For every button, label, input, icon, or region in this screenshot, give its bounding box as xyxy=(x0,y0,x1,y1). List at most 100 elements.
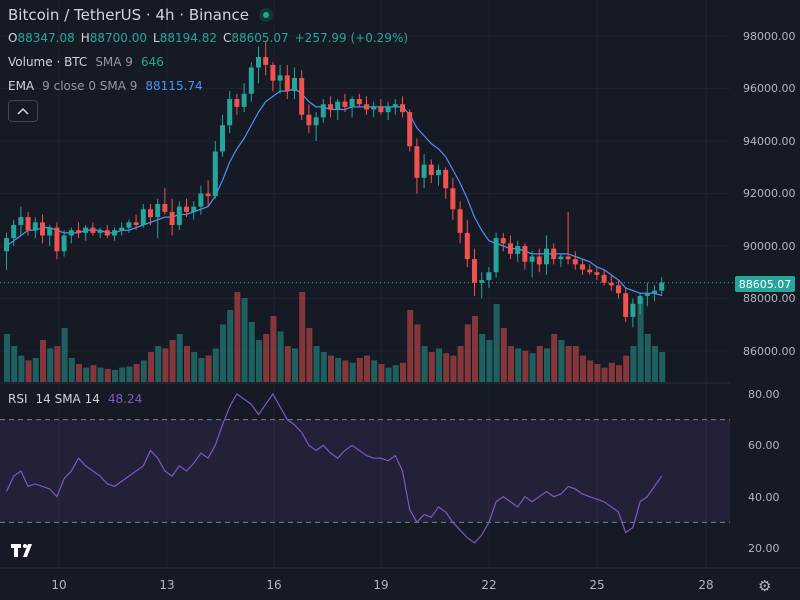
volume-bar xyxy=(443,353,450,382)
candle-body xyxy=(580,264,585,270)
candle xyxy=(400,96,405,118)
candle-body xyxy=(306,114,312,126)
rsi-legend-params: 14 SMA 14 xyxy=(35,392,100,406)
close-label: C xyxy=(222,31,232,45)
candle xyxy=(241,83,247,113)
low-label: L xyxy=(153,31,160,45)
candle xyxy=(205,180,211,207)
volume-legend[interactable]: Volume · BTC SMA 9 646 xyxy=(8,55,164,69)
price-tick: 96000.00 xyxy=(743,82,796,95)
candle xyxy=(104,225,110,239)
candle xyxy=(500,232,506,252)
volume-bar xyxy=(356,358,363,382)
candle xyxy=(457,201,463,244)
volume-bar xyxy=(385,367,392,382)
candle-body xyxy=(436,169,441,176)
time-tick: 19 xyxy=(373,578,389,592)
candle xyxy=(112,227,117,241)
candle-body xyxy=(61,235,67,252)
candle-body xyxy=(356,99,362,105)
volume-bar xyxy=(176,334,183,382)
volume-bar xyxy=(248,322,255,382)
candle-body xyxy=(104,230,110,236)
volume-bar xyxy=(32,358,39,382)
candle xyxy=(493,232,499,278)
rsi-band xyxy=(0,419,730,523)
volume-legend-value: 646 xyxy=(140,55,164,69)
volume-bar xyxy=(184,346,190,382)
symbol-header[interactable]: Bitcoin / TetherUS · 4h · Binance xyxy=(8,6,273,24)
candle xyxy=(529,251,535,278)
volume-bar xyxy=(364,355,370,382)
volume-bar xyxy=(205,355,212,382)
candle-body xyxy=(40,222,45,236)
candle xyxy=(270,62,276,92)
ema-legend[interactable]: EMA 9 close 0 SMA 9 88115.74 xyxy=(8,79,203,93)
candle xyxy=(371,101,377,118)
candle xyxy=(11,219,17,246)
collapse-legend-button[interactable] xyxy=(8,100,38,122)
symbol-title[interactable]: Bitcoin / TetherUS · 4h · Binance xyxy=(8,6,249,24)
current-price-label: 88605.07 xyxy=(735,276,795,292)
candle-body xyxy=(191,206,197,212)
volume-bar xyxy=(169,340,176,382)
candle xyxy=(608,274,614,291)
candle xyxy=(464,219,470,267)
candle xyxy=(292,67,297,99)
volume-bar xyxy=(500,328,507,382)
rsi-legend[interactable]: RSI 14 SMA 14 48.24 xyxy=(8,392,142,406)
candle xyxy=(536,248,542,273)
candle xyxy=(414,138,420,194)
candle-body xyxy=(284,75,290,92)
candle-body xyxy=(54,227,60,252)
high-value: 88700.00 xyxy=(89,31,148,45)
time-tick: 16 xyxy=(266,578,282,592)
volume-bar xyxy=(349,362,356,382)
candle xyxy=(580,259,585,275)
volume-bar xyxy=(220,324,226,382)
rsi-legend-value: 48.24 xyxy=(107,392,143,406)
candle xyxy=(320,99,326,123)
volume-bar xyxy=(4,334,10,382)
candle xyxy=(364,96,369,115)
candle xyxy=(32,217,38,239)
candle xyxy=(349,96,355,118)
volume-bar xyxy=(493,304,500,382)
candle xyxy=(18,206,24,236)
candle xyxy=(450,177,456,220)
candle-body xyxy=(11,225,17,239)
price-tick: 92000.00 xyxy=(743,187,796,200)
rsi-tick: 20.00 xyxy=(748,542,780,555)
candle-body xyxy=(594,272,600,275)
candle-body xyxy=(220,125,225,152)
candle-body xyxy=(428,164,434,176)
candle-body xyxy=(263,57,269,65)
volume-bar xyxy=(580,355,586,382)
time-tick: 25 xyxy=(589,578,605,592)
price-tick: 94000.00 xyxy=(743,135,796,148)
candle-body xyxy=(241,93,247,107)
volume-histogram xyxy=(4,292,666,382)
candle xyxy=(486,267,492,288)
candle-body xyxy=(169,211,175,225)
candle xyxy=(335,99,341,120)
high-label: H xyxy=(80,31,90,45)
volume-bar xyxy=(457,346,464,382)
volume-bar xyxy=(277,331,284,382)
gear-icon[interactable]: ⚙ xyxy=(758,577,772,595)
candle-body xyxy=(32,222,38,231)
candle-body xyxy=(270,64,276,81)
open-label: O xyxy=(8,31,18,45)
candle xyxy=(443,167,449,199)
tradingview-logo-icon[interactable] xyxy=(10,540,38,560)
candle-body xyxy=(443,169,449,189)
candle-body xyxy=(371,106,377,110)
volume-bar xyxy=(191,352,198,382)
candle xyxy=(551,243,557,265)
volume-bar xyxy=(659,352,666,382)
candle-body xyxy=(25,217,31,231)
candle-body xyxy=(328,104,333,110)
candle-body xyxy=(378,106,384,113)
